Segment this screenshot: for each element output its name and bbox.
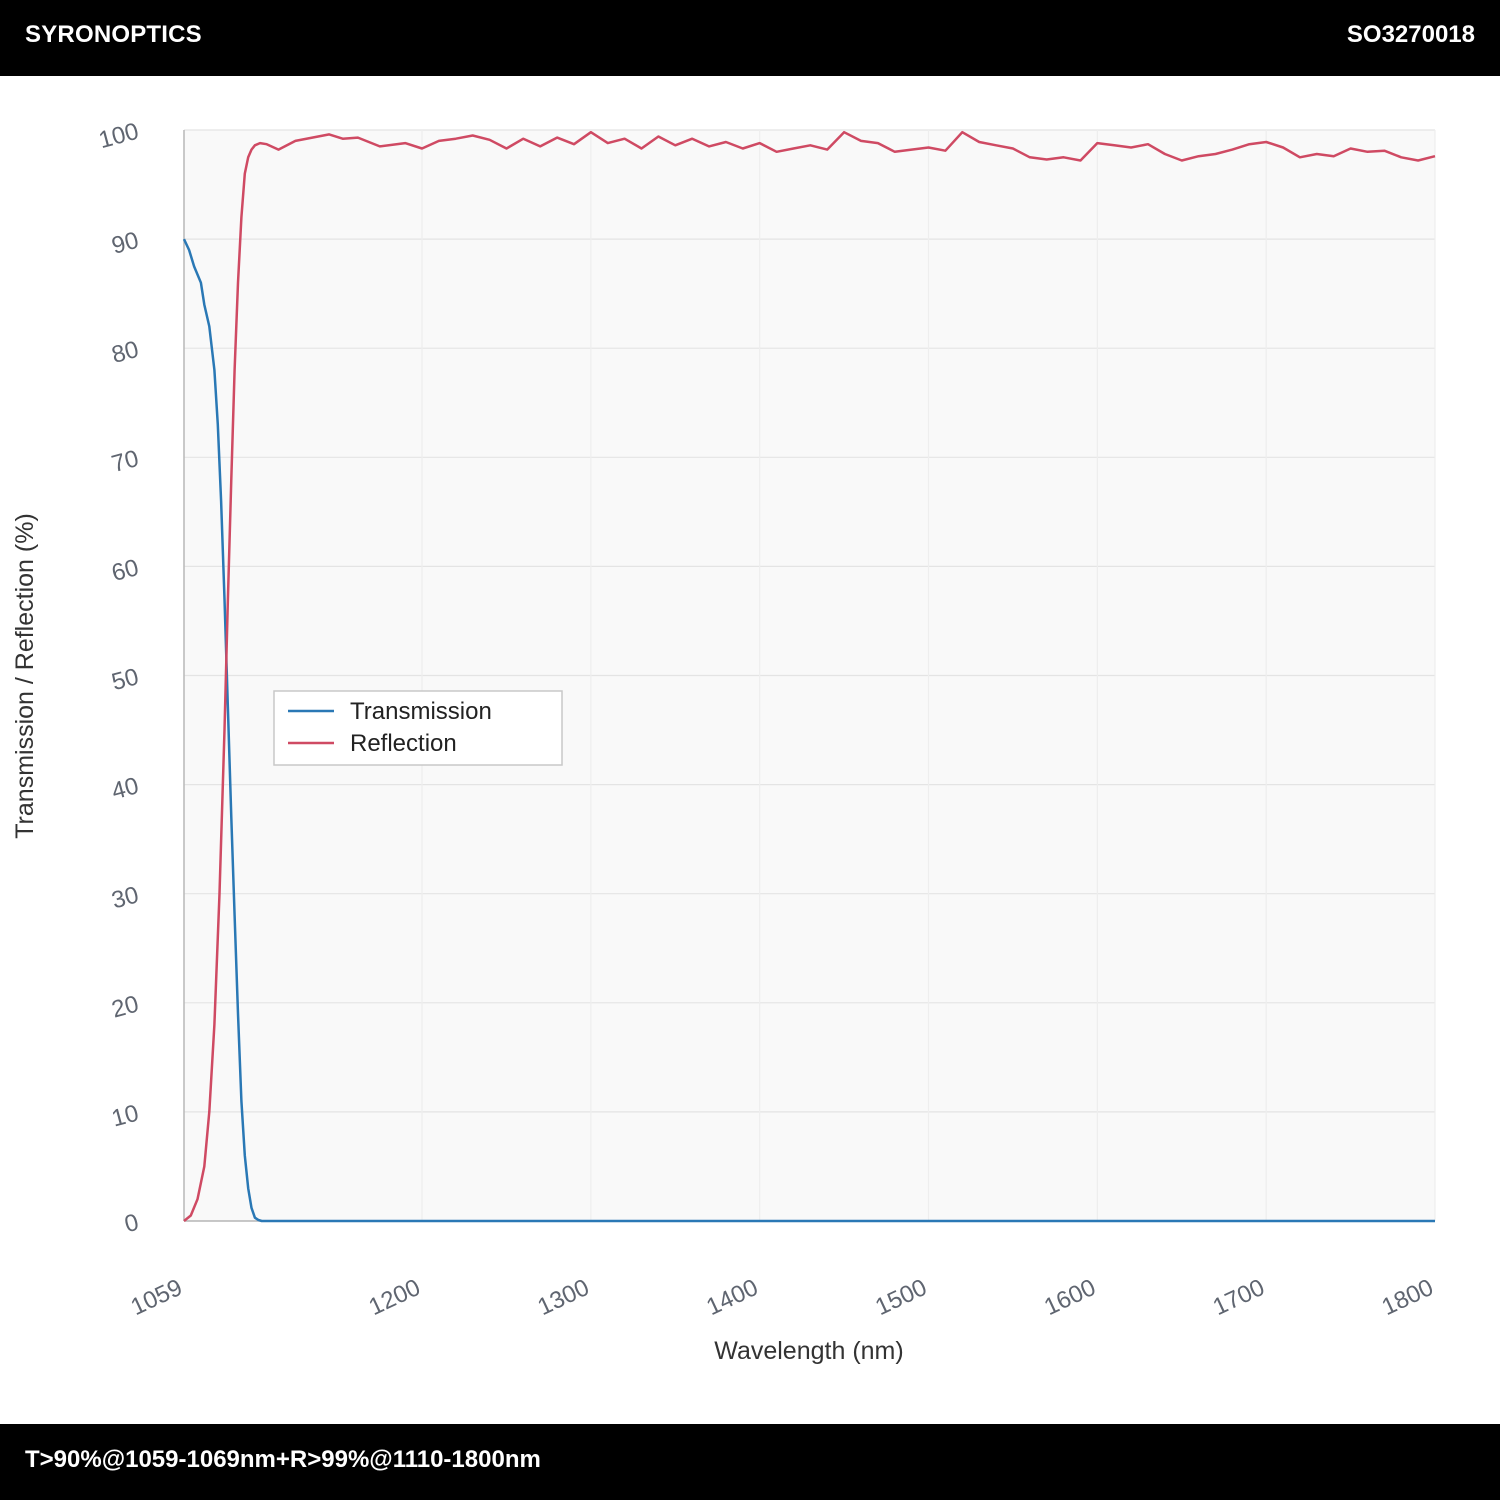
legend: Transmission Reflection <box>273 690 563 766</box>
y-tick-label-60: 60 <box>109 554 142 587</box>
y-tick-labels: 0 10 20 30 40 50 60 70 80 90 100 <box>96 118 142 1239</box>
y-tick-label-50: 50 <box>109 663 142 696</box>
x-tick-label-1500: 1500 <box>871 1274 931 1321</box>
x-tick-label-1200: 1200 <box>365 1274 425 1321</box>
x-tick-label-1400: 1400 <box>702 1274 762 1321</box>
y-tick-label-70: 70 <box>109 445 142 478</box>
y-tick-label-100: 100 <box>96 118 142 154</box>
x-tick-label-1300: 1300 <box>534 1274 594 1321</box>
x-axis-title: Wavelength (nm) <box>714 1337 903 1365</box>
y-tick-label-0: 0 <box>122 1209 142 1239</box>
header-bar: SYRONOPTICS SO3270018 <box>0 0 1500 76</box>
grid <box>183 129 1436 1222</box>
y-tick-label-90: 90 <box>109 227 142 260</box>
legend-box <box>273 690 563 766</box>
spec-summary: T>90%@1059-1069nm+R>99%@1110-1800nm <box>25 1446 541 1473</box>
y-tick-label-80: 80 <box>109 336 142 369</box>
series <box>182 130 1436 1223</box>
footer-bar: T>90%@1059-1069nm+R>99%@1110-1800nm <box>0 1424 1500 1500</box>
brand-name: SYRONOPTICS <box>25 21 202 48</box>
x-tick-label-1600: 1600 <box>1040 1274 1100 1321</box>
part-number: SO3270018 <box>1346 21 1475 48</box>
series-line-transmission <box>182 238 1435 1223</box>
legend-label-reflection: Reflection <box>350 730 457 757</box>
y-tick-label-40: 40 <box>109 772 142 805</box>
x-tick-labels: 1059 1200 1300 1400 1500 1600 1700 1800 <box>127 1274 1438 1321</box>
y-axis-title: Transmission / Reflection (%) <box>11 513 39 839</box>
series-line-reflection <box>183 130 1436 1222</box>
x-tick-label-1700: 1700 <box>1209 1274 1269 1321</box>
x-tick-label-1059: 1059 <box>127 1274 187 1321</box>
y-tick-label-10: 10 <box>109 1100 142 1133</box>
x-tick-label-1800: 1800 <box>1378 1274 1438 1321</box>
legend-label-transmission: Transmission <box>350 698 492 725</box>
y-tick-label-20: 20 <box>109 991 142 1024</box>
y-tick-label-30: 30 <box>109 881 142 914</box>
